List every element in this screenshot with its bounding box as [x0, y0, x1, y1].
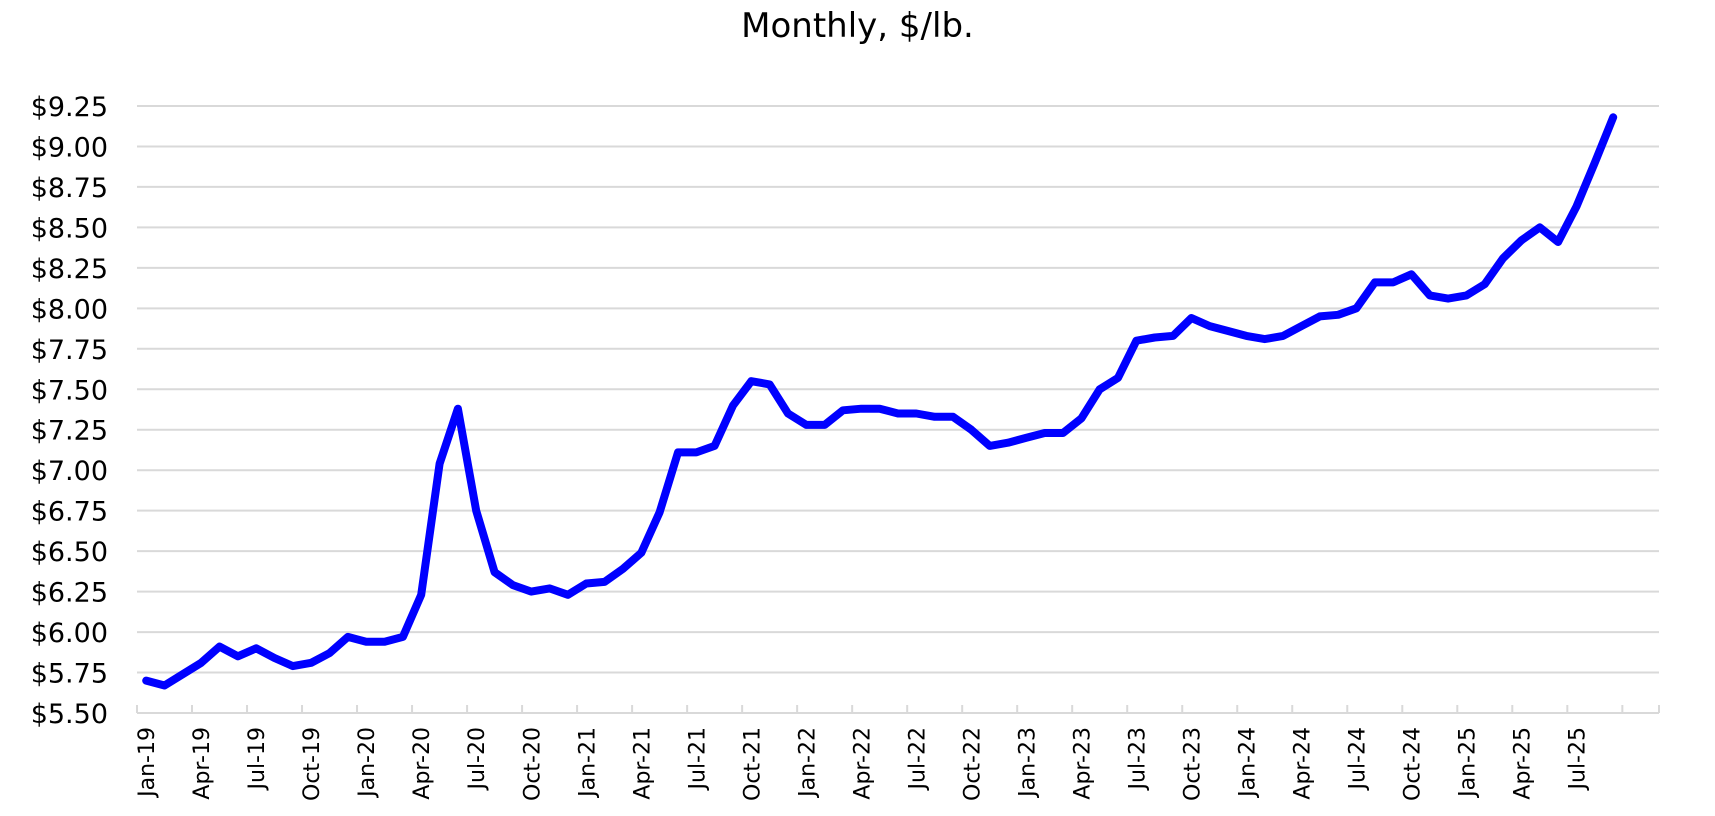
x-tick-label: Jan-25	[1455, 727, 1480, 799]
x-tick-label: Jul-23	[1125, 727, 1150, 791]
x-tick-label: Oct-19	[300, 727, 325, 801]
x-tick-label: Apr-21	[630, 727, 655, 800]
x-tick-label: Jan-20	[355, 727, 380, 799]
x-tick-label: Jan-19	[135, 727, 160, 799]
y-tick-label: $6.25	[31, 578, 108, 609]
x-tick-label: Apr-24	[1290, 727, 1315, 800]
y-tick-label: $8.50	[31, 213, 108, 244]
x-tick-label: Oct-24	[1400, 727, 1425, 801]
x-tick-label: Oct-22	[960, 727, 985, 801]
y-tick-label: $9.00	[31, 132, 108, 163]
y-axis: $5.50 $5.75 $6.00 $6.25 $6.50 $6.75 $7.00 $7.25…	[31, 92, 108, 730]
x-tick-label: Apr-20	[410, 727, 435, 800]
y-tick-label: $7.25	[31, 416, 108, 447]
x-tick-label: Jul-19	[245, 727, 270, 791]
x-tick-label: Oct-23	[1180, 727, 1205, 801]
y-tick-label: $8.25	[31, 254, 108, 285]
x-tick-label: Apr-23	[1070, 727, 1095, 800]
y-tick-label: $6.50	[31, 537, 108, 568]
y-tick-label: $8.00	[31, 294, 108, 325]
x-tick-label: Jan-22	[795, 727, 820, 799]
x-tick-label: Apr-25	[1510, 727, 1535, 800]
y-tick-label: $9.25	[31, 92, 108, 123]
x-tick-label: Jan-21	[575, 727, 600, 799]
gridlines	[137, 105, 1659, 674]
x-tick-label: Jul-22	[905, 727, 930, 791]
y-tick-label: $7.00	[31, 456, 108, 487]
x-tick-label: Jul-25	[1565, 727, 1590, 791]
y-tick-label: $7.50	[31, 375, 108, 406]
x-tick-label: Apr-22	[850, 727, 875, 800]
y-tick-label: $7.75	[31, 335, 108, 366]
x-tick-label: Oct-21	[740, 727, 765, 801]
y-tick-label: $6.00	[31, 618, 108, 649]
x-tick-label: Apr-19	[190, 727, 215, 800]
x-tick-label: Jul-21	[685, 727, 710, 791]
y-tick-label: $5.50	[31, 699, 108, 730]
x-tick-label: Jan-24	[1235, 727, 1260, 799]
x-axis: Jan-19 Apr-19 Jul-19 Oct-19 Jan-20 Apr-20 Jul-…	[135, 705, 1660, 801]
x-tick-label: Oct-20	[520, 727, 545, 801]
y-tick-label: $8.75	[31, 173, 108, 204]
price-line	[142, 113, 1618, 690]
x-tick-label: Jul-20	[465, 727, 490, 791]
chart-title: Monthly, $/lb.	[741, 6, 974, 46]
x-tick-label: Jul-24	[1345, 727, 1370, 791]
y-tick-label: $5.75	[31, 659, 108, 690]
x-tick-label: Jan-23	[1015, 727, 1040, 799]
y-tick-label: $6.75	[31, 497, 108, 528]
